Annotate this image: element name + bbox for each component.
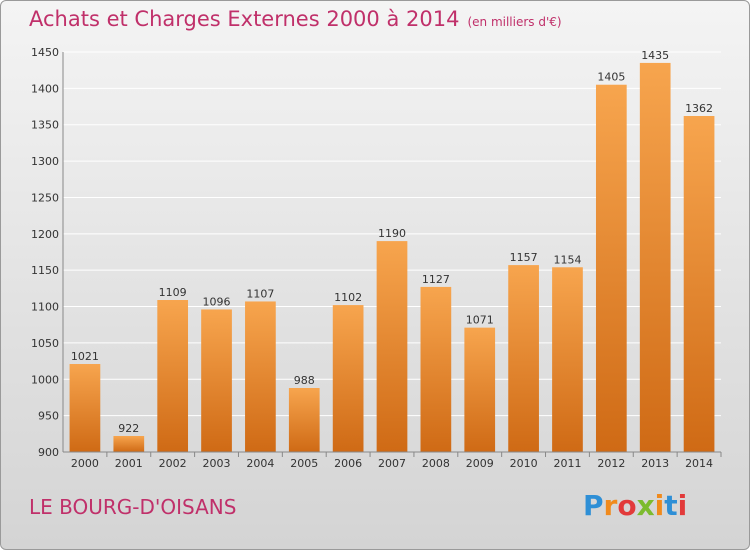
y-tick-label: 1100 — [31, 301, 59, 314]
bar — [113, 436, 145, 452]
y-tick-label: 1300 — [31, 155, 59, 168]
logo-letter: i — [654, 489, 665, 522]
data-label: 988 — [294, 374, 315, 387]
bar — [595, 84, 627, 453]
bar — [69, 364, 101, 452]
x-tick-label: 2009 — [466, 457, 494, 470]
y-tick-label: 1050 — [31, 337, 59, 350]
data-label: 1071 — [466, 314, 494, 327]
data-label: 1190 — [378, 227, 406, 240]
logo-letter: x — [636, 489, 655, 522]
x-tick-label: 2007 — [378, 457, 406, 470]
data-label: 1154 — [553, 253, 581, 266]
y-tick-label: 1350 — [31, 119, 59, 132]
x-tick-label: 2012 — [597, 457, 625, 470]
x-tick-label: 2003 — [203, 457, 231, 470]
bar — [508, 265, 539, 452]
data-label: 1021 — [71, 350, 99, 363]
x-axis: 2000 2001 2002 2003 2004 2005 2006 2007 2008 2009… — [63, 451, 722, 470]
data-label: 1109 — [159, 286, 187, 299]
y-tick-label: 1400 — [31, 82, 59, 95]
x-tick-label: 2005 — [290, 457, 318, 470]
x-tick-label: 2006 — [334, 457, 362, 470]
logo-letter: P — [583, 489, 604, 522]
x-tick-label: 2000 — [71, 457, 99, 470]
chart-title: Achats et Charges Externes 2000 à 2014 (e… — [29, 7, 562, 31]
bar — [552, 267, 583, 452]
x-tick-label: 2001 — [115, 457, 143, 470]
y-tick-label: 1450 — [31, 46, 59, 59]
bar — [201, 309, 232, 452]
data-label: 1157 — [510, 251, 538, 264]
x-tick-label: 2011 — [553, 457, 581, 470]
x-tick-label: 2002 — [159, 457, 187, 470]
logo-letter: i — [677, 489, 688, 522]
bar — [157, 300, 189, 452]
commune-name: LE BOURG-D'OISANS — [29, 495, 237, 519]
bar — [288, 388, 320, 452]
data-label: 1102 — [334, 291, 362, 304]
y-tick-label: 900 — [38, 446, 59, 459]
logo-letter: o — [617, 489, 637, 522]
proxiti-logo: Proxiti — [583, 489, 687, 522]
bar — [420, 286, 452, 452]
data-label: 1362 — [685, 102, 713, 115]
y-tick-label: 1250 — [31, 191, 59, 204]
data-label: 1435 — [641, 49, 669, 62]
bar — [464, 327, 496, 452]
bar — [245, 301, 276, 452]
bar — [376, 241, 408, 452]
x-tick-label: 2010 — [510, 457, 538, 470]
data-label: 1096 — [203, 295, 231, 308]
bar — [639, 62, 671, 453]
y-tick-label: 1150 — [31, 264, 59, 277]
data-label: 1127 — [422, 273, 450, 286]
x-tick-label: 2013 — [641, 457, 669, 470]
x-tick-label: 2004 — [246, 457, 274, 470]
bar — [683, 116, 715, 452]
y-axis: 900 950 1000 1050 1100 1150 1200 1250 1300 1350 14… — [31, 46, 64, 459]
logo-letter: r — [603, 489, 618, 522]
bars: 1021 922 1109 1096 1107 988 1102 1190 1127 1071 11… — [69, 49, 715, 453]
chart-title-unit: (en milliers d'€) — [467, 15, 562, 29]
bar — [332, 305, 364, 452]
data-label: 1405 — [597, 71, 625, 84]
y-tick-label: 950 — [38, 410, 59, 423]
x-tick-label: 2014 — [685, 457, 713, 470]
data-label: 922 — [118, 422, 139, 435]
logo-letter: t — [664, 489, 678, 522]
x-tick-label: 2008 — [422, 457, 450, 470]
chart-title-text: Achats et Charges Externes 2000 à 2014 — [29, 7, 460, 31]
data-label: 1107 — [246, 287, 274, 300]
y-tick-label: 1200 — [31, 228, 59, 241]
y-tick-label: 1000 — [31, 373, 59, 386]
